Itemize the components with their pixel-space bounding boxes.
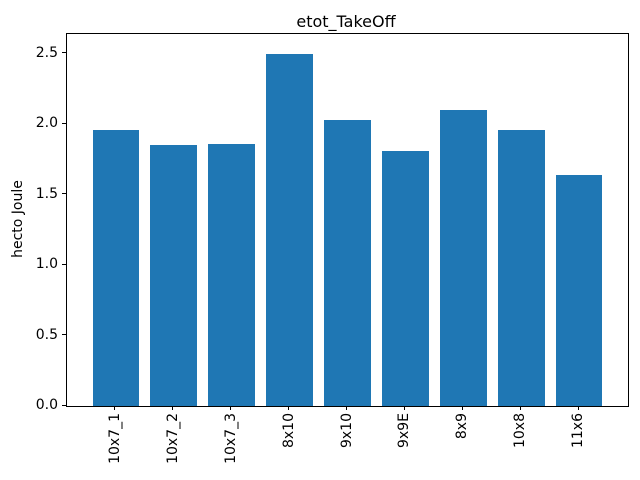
- y-tick: [62, 193, 66, 195]
- x-tick-label: 11x6: [570, 413, 587, 449]
- x-tick-label: 8x10: [280, 413, 297, 449]
- x-tick: [230, 406, 232, 410]
- y-tick-label: 0.0: [35, 397, 58, 413]
- y-tick: [62, 122, 66, 124]
- bar: [382, 150, 429, 406]
- x-tick: [172, 406, 174, 410]
- y-tick-label: 0.5: [35, 326, 58, 343]
- chart-title: etot_TakeOff: [296, 12, 396, 31]
- plot-area: [66, 33, 629, 407]
- y-tick: [62, 263, 66, 265]
- x-tick: [519, 406, 521, 410]
- y-tick-label: 1.0: [35, 256, 58, 273]
- bar: [440, 110, 487, 406]
- x-tick: [461, 406, 463, 410]
- x-tick-label: 9x10: [338, 413, 355, 449]
- bar: [556, 174, 603, 406]
- y-tick: [62, 52, 66, 54]
- y-tick-label: 2.0: [35, 115, 58, 132]
- y-tick: [62, 334, 66, 336]
- x-tick-label: 10x7_3: [222, 413, 239, 464]
- y-tick-label: 2.5: [35, 44, 58, 61]
- bar: [498, 129, 545, 406]
- x-tick: [577, 406, 579, 410]
- x-tick: [114, 406, 116, 410]
- bar: [150, 145, 197, 406]
- x-tick: [288, 406, 290, 410]
- x-tick: [403, 406, 405, 410]
- bar: [92, 129, 139, 406]
- x-tick-label: 10x7_2: [164, 413, 181, 464]
- y-tick-label: 1.5: [35, 185, 58, 202]
- x-tick-label: 10x7_1: [106, 413, 123, 464]
- bar: [266, 53, 313, 406]
- x-tick-label: 10x8: [512, 413, 529, 449]
- y-tick: [62, 404, 66, 406]
- x-tick-label: 9x9E: [396, 413, 413, 448]
- x-tick: [346, 406, 347, 410]
- bar: [208, 143, 255, 406]
- x-tick-label: 8x9: [454, 413, 471, 440]
- bar: [324, 119, 371, 406]
